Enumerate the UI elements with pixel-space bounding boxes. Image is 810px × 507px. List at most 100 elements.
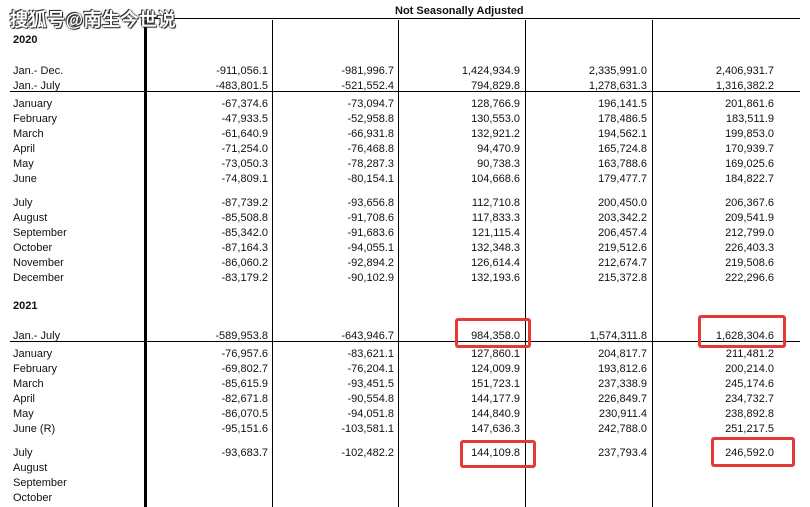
table-row: November -86,060.2 -92,894.2 126,614.4 212,6…: [0, 256, 810, 270]
row-label: May: [13, 158, 34, 170]
value-cell: -93,451.5: [347, 378, 394, 390]
column-rule-4: [652, 20, 653, 507]
value-cell: 2,335,991.0: [588, 65, 647, 77]
value-cell: -643,946.7: [341, 330, 394, 342]
value-cell: -91,708.6: [347, 212, 394, 224]
highlight-box-total-ytd: [698, 315, 786, 348]
value-cell: 204,817.7: [598, 348, 647, 360]
value-cell: 234,732.7: [725, 393, 774, 405]
value-cell: 165,724.8: [598, 143, 647, 155]
value-cell: 90,738.3: [477, 158, 520, 170]
row-label: December: [13, 272, 64, 284]
value-cell: 178,486.5: [598, 113, 647, 125]
value-cell: 209,541.9: [725, 212, 774, 224]
value-cell: 211,481.2: [725, 348, 774, 360]
value-cell: 251,217.5: [725, 423, 774, 435]
row-label: May: [13, 408, 34, 420]
sohu-watermark: 搜狐号@南生今世说: [10, 10, 177, 30]
row-label: March: [13, 378, 44, 390]
value-cell: 193,812.6: [598, 363, 647, 375]
value-cell: -589,953.8: [215, 330, 268, 342]
row-label: September: [13, 227, 67, 239]
row-label: April: [13, 393, 36, 405]
value-cell: -67,374.6: [221, 98, 268, 110]
table-row: April -71,254.0 -76,468.8 94,470.9 165,724.8…: [0, 142, 810, 156]
value-cell: 245,174.6: [725, 378, 774, 390]
value-cell: -76,957.6: [221, 348, 268, 360]
value-cell: 984,358.0: [471, 330, 520, 342]
column-rule-1: [272, 20, 273, 507]
table-row: December -83,179.2 -90,102.9 132,193.6 215,3…: [0, 271, 810, 285]
row-label: October: [13, 492, 53, 504]
table-row: July -93,683.7 -102,482.2 144,109.8 237,793.…: [0, 446, 810, 460]
value-cell: 203,342.2: [598, 212, 647, 224]
table-row: April -82,671.8 -90,554.8 144,177.9 226,849.…: [0, 392, 810, 406]
header-rule: [145, 18, 800, 19]
row-label: June (R): [13, 423, 56, 435]
value-cell: 226,403.3: [725, 242, 774, 254]
value-cell: 132,193.6: [471, 272, 520, 284]
table-row: January -76,957.6 -83,621.1 127,860.1 204,81…: [0, 347, 810, 361]
column-rule-label: [144, 20, 147, 507]
value-cell: 246,592.0: [725, 447, 774, 459]
value-cell: 1,316,382.2: [715, 80, 774, 92]
value-cell: -521,552.4: [341, 80, 394, 92]
value-cell: -73,050.3: [221, 158, 268, 170]
row-label: September: [13, 477, 67, 489]
value-cell: -94,055.1: [347, 242, 394, 254]
value-cell: -85,615.9: [221, 378, 268, 390]
table-row: Jan.- July -483,801.5 -521,552.4 794,829.8 1…: [0, 79, 810, 93]
value-cell: -93,656.8: [347, 197, 394, 209]
value-cell: -85,342.0: [221, 227, 268, 239]
year-heading: 2021: [0, 299, 810, 313]
row-label: January: [13, 348, 53, 360]
value-cell: -47,933.5: [221, 113, 268, 125]
value-cell: 170,939.7: [725, 143, 774, 155]
value-cell: -93,683.7: [221, 447, 268, 459]
value-cell: 199,853.0: [725, 128, 774, 140]
table-row: October: [0, 491, 810, 505]
value-cell: 212,674.7: [598, 257, 647, 269]
highlight-box-imports-july: [460, 440, 536, 468]
value-cell: 200,450.0: [598, 197, 647, 209]
value-cell: 126,614.4: [471, 257, 520, 269]
row-label: March: [13, 128, 44, 140]
value-cell: -66,931.8: [347, 128, 394, 140]
value-cell: -103,581.1: [341, 423, 394, 435]
value-cell: 794,829.8: [471, 80, 520, 92]
table-row: June -74,809.1 -80,154.1 104,668.6 179,477.7…: [0, 172, 810, 186]
value-cell: -90,102.9: [347, 272, 394, 284]
value-cell: 237,793.4: [598, 447, 647, 459]
column-rule-2: [398, 20, 399, 507]
value-cell: -86,070.5: [221, 408, 268, 420]
value-cell: 169,025.6: [725, 158, 774, 170]
value-cell: 132,348.3: [471, 242, 520, 254]
table-row: July -87,739.2 -93,656.8 112,710.8 200,450.0…: [0, 196, 810, 210]
value-cell: 183,511.9: [725, 113, 774, 125]
year-label: 2020: [13, 34, 38, 46]
table-row: Jan.- July -589,953.8 -643,946.7 984,358.0 1…: [0, 329, 810, 343]
table-row: August -85,508.8 -91,708.6 117,833.3 203,342…: [0, 211, 810, 225]
value-cell: 124,009.9: [471, 363, 520, 375]
table-row: January -67,374.6 -73,094.7 128,766.9 196,14…: [0, 97, 810, 111]
value-cell: -76,468.8: [347, 143, 394, 155]
value-cell: -69,802.7: [221, 363, 268, 375]
value-cell: -102,482.2: [341, 447, 394, 459]
row-label: July: [13, 447, 33, 459]
value-cell: 1,574,311.8: [589, 330, 647, 342]
value-cell: 147,636.3: [471, 423, 520, 435]
value-cell: 144,109.8: [471, 447, 520, 459]
value-cell: 226,849.7: [598, 393, 647, 405]
row-label: February: [13, 113, 58, 125]
row-label: Jan.- Dec.: [13, 65, 64, 77]
row-label: October: [13, 242, 53, 254]
value-cell: 242,788.0: [598, 423, 647, 435]
row-label: Jan.- July: [13, 80, 61, 92]
value-cell: -92,894.2: [347, 257, 394, 269]
value-cell: 215,372.8: [598, 272, 647, 284]
value-cell: -911,056.1: [216, 65, 268, 77]
row-label: June: [13, 173, 37, 185]
value-cell: 121,115.4: [471, 227, 520, 239]
value-cell: 206,367.6: [725, 197, 774, 209]
